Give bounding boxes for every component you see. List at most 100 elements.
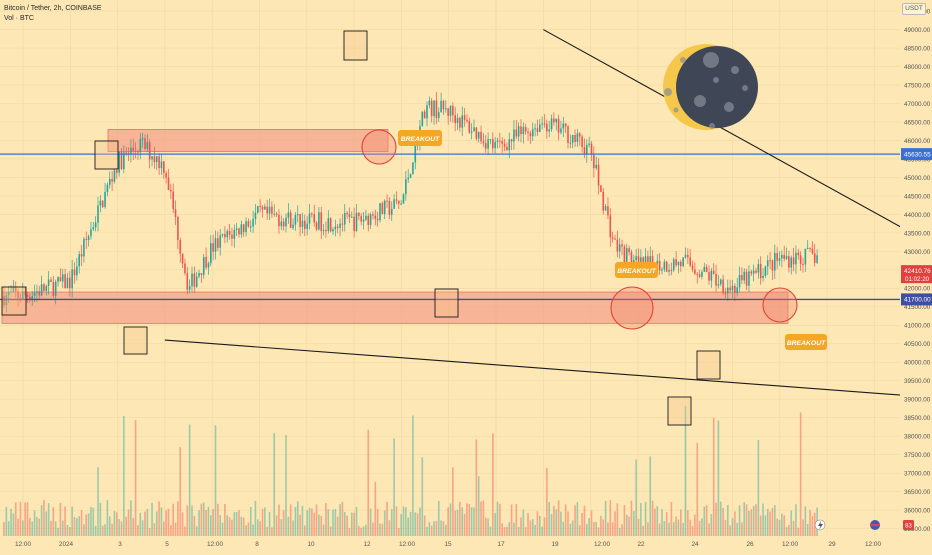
volume-bar bbox=[207, 506, 210, 536]
volume-bar bbox=[120, 521, 123, 536]
volume-bar bbox=[233, 512, 236, 536]
descending-resistance-line[interactable] bbox=[543, 29, 932, 422]
volume-bar bbox=[38, 518, 41, 536]
candle-body bbox=[346, 212, 348, 215]
volume-bar bbox=[531, 519, 534, 536]
volume-bar bbox=[318, 514, 320, 536]
candle-body bbox=[435, 100, 438, 118]
volume-bar bbox=[546, 467, 548, 536]
volume-bar bbox=[672, 522, 675, 536]
volume-bar bbox=[273, 432, 276, 536]
symbol-title[interactable]: Bitcoin / Tether, 2h, COINBASE bbox=[4, 5, 102, 12]
volume-bar bbox=[259, 521, 261, 536]
highlight-box bbox=[696, 350, 721, 380]
candle-body bbox=[475, 127, 478, 139]
moon-crater bbox=[709, 123, 715, 129]
candle-body bbox=[287, 212, 290, 218]
price-tick-label: 44000.00 bbox=[904, 212, 931, 219]
candle-body bbox=[492, 139, 494, 149]
candle-body bbox=[148, 142, 151, 160]
volume-bar bbox=[393, 438, 395, 536]
volume-bar bbox=[750, 509, 753, 536]
currency-badge[interactable]: USDT bbox=[902, 3, 926, 15]
candle-body bbox=[774, 253, 776, 271]
candle-body bbox=[741, 275, 743, 281]
candle-body bbox=[764, 266, 767, 276]
volume-bar bbox=[663, 521, 666, 536]
candle-body bbox=[188, 286, 191, 290]
lightning-icon[interactable] bbox=[814, 519, 826, 531]
volume-bar bbox=[405, 507, 407, 536]
candle-body bbox=[22, 291, 24, 300]
trendlines bbox=[164, 29, 932, 422]
candle-body bbox=[750, 271, 753, 274]
time-tick-label: 12:00 bbox=[865, 541, 881, 548]
candle-body bbox=[496, 140, 499, 142]
volume-bar bbox=[195, 526, 198, 536]
candle-body bbox=[719, 279, 722, 285]
volume-bar bbox=[210, 515, 212, 536]
candle-body bbox=[748, 271, 750, 286]
volume-bar bbox=[764, 515, 767, 536]
volume-bar bbox=[261, 508, 264, 536]
moon-crater bbox=[713, 77, 719, 83]
volume-bar bbox=[797, 527, 800, 536]
candle-body bbox=[14, 287, 17, 293]
candle-body bbox=[54, 281, 57, 296]
moon-crater bbox=[673, 107, 679, 113]
volume-bar bbox=[278, 504, 280, 536]
candle-body bbox=[90, 229, 92, 237]
volume-bar bbox=[106, 500, 109, 536]
time-tick-label: 26 bbox=[746, 541, 754, 548]
rising-bottom-line[interactable] bbox=[164, 339, 932, 421]
support-price-label-bg bbox=[901, 293, 932, 306]
candle-body bbox=[449, 105, 452, 116]
volume-bar bbox=[569, 523, 572, 536]
candle-body bbox=[781, 254, 783, 259]
lightning-glyph bbox=[818, 521, 823, 530]
volume-indicator-label[interactable]: Vol · BTC bbox=[4, 15, 34, 22]
volume-bar bbox=[586, 524, 588, 536]
volume-bar bbox=[571, 520, 574, 536]
candle-body bbox=[405, 179, 407, 195]
volume-bar bbox=[224, 504, 226, 536]
candle-body bbox=[759, 264, 762, 279]
candle-body bbox=[442, 100, 445, 110]
volume-bar bbox=[7, 521, 10, 536]
price-tick-label: 37500.00 bbox=[904, 452, 931, 459]
volume-bar bbox=[381, 523, 384, 536]
candle-body bbox=[351, 216, 353, 218]
volume-bar bbox=[665, 512, 668, 536]
volume-bar bbox=[358, 525, 360, 536]
candle-body bbox=[553, 118, 555, 123]
volume-bar bbox=[675, 516, 677, 536]
volume-bar bbox=[484, 517, 487, 536]
candle-body bbox=[440, 100, 442, 113]
volume-bar bbox=[43, 500, 45, 536]
volume-bar bbox=[282, 510, 285, 536]
candle-body bbox=[275, 213, 278, 215]
candle-body bbox=[130, 147, 132, 155]
candle-body bbox=[743, 271, 746, 281]
candle-body bbox=[120, 151, 123, 170]
volume-bar bbox=[40, 505, 43, 536]
volume-bar bbox=[163, 521, 165, 536]
volume-bar bbox=[745, 504, 748, 536]
volume-bar bbox=[69, 526, 71, 536]
candle-body bbox=[57, 277, 59, 282]
grid-lines bbox=[0, 0, 923, 536]
candle-body bbox=[45, 285, 48, 291]
candle-body bbox=[219, 235, 221, 248]
candle-body bbox=[264, 206, 266, 210]
volume-bar bbox=[804, 506, 807, 536]
volume-bar bbox=[776, 518, 778, 536]
volume-bar bbox=[325, 503, 327, 536]
volume-bar bbox=[228, 517, 231, 536]
candle-body bbox=[235, 228, 238, 230]
candle-body bbox=[101, 200, 104, 207]
candle-body bbox=[595, 164, 597, 169]
volume-bar bbox=[543, 517, 546, 536]
flag-icon[interactable] bbox=[870, 520, 880, 530]
candle-body bbox=[581, 136, 583, 148]
